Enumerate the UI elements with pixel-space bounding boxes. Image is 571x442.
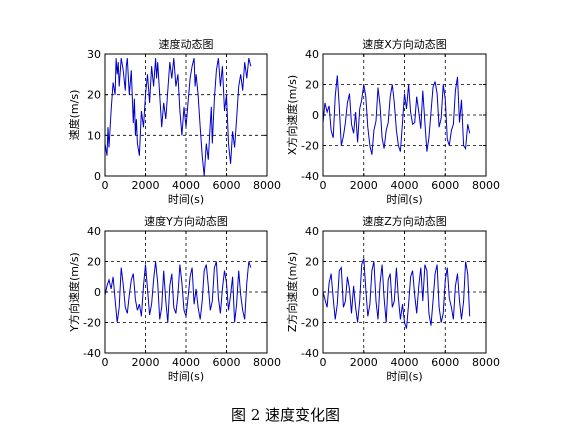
x-tick-label: 0 [320, 356, 327, 369]
y-axis-label: Z方向速度(m/s) [285, 252, 299, 332]
y-tick-label: 0 [312, 109, 319, 122]
y-tick-label: 20 [87, 89, 101, 102]
y-tick-label: 20 [305, 79, 319, 92]
x-axis-label: 时间(s) [386, 193, 422, 206]
y-tick-label: 40 [87, 225, 101, 238]
x-tick-label: 4000 [391, 179, 419, 192]
x-axis-label: 时间(s) [168, 193, 204, 206]
y-tick-label: -40 [83, 347, 101, 360]
x-tick-label: 2000 [350, 179, 378, 192]
y-tick-label: 30 [87, 48, 101, 61]
y-tick-label: 0 [94, 170, 101, 183]
y-tick-label: 40 [305, 48, 319, 61]
x-tick-label: 6000 [431, 356, 459, 369]
chart-title: 速度Z方向动态图 [362, 214, 447, 228]
y-axis-label: 速度(m/s) [67, 90, 81, 141]
x-tick-label: 8000 [472, 356, 500, 369]
series-line-1 [104, 57, 252, 177]
y-tick-label: -20 [83, 317, 101, 330]
x-tick-label: 6000 [213, 356, 241, 369]
chart-panel-4: 0 2000 4000 6000 8000 -40 -20 0 20 40 速度Z方向动态图时间(s… [285, 214, 500, 383]
y-tick-label: -20 [301, 317, 319, 330]
x-tick-label: 2000 [132, 179, 160, 192]
y-tick-label: -40 [301, 347, 319, 360]
y-tick-label: 20 [305, 256, 319, 269]
y-tick-label: 40 [305, 225, 319, 238]
chart-title: 速度Y方向动态图 [144, 214, 228, 228]
x-tick-label: 8000 [472, 179, 500, 192]
chart-panel-2: 0 2000 4000 6000 8000 -40 -20 0 20 40 速度X方向动态图时间(s… [285, 37, 500, 206]
y-axis-label: X方向速度(m/s) [285, 75, 299, 155]
x-tick-label: 4000 [391, 356, 419, 369]
series-line-1 [322, 258, 471, 329]
x-tick-label: 0 [320, 179, 327, 192]
y-tick-label: 0 [312, 286, 319, 299]
x-tick-label: 6000 [213, 179, 241, 192]
x-axis-label: 时间(s) [168, 370, 204, 383]
figure-caption: 图 2 速度变化图 [230, 406, 341, 424]
y-tick-label: 10 [87, 129, 101, 142]
chart-title: 速度动态图 [159, 37, 214, 51]
chart-panel-3: 0 2000 4000 6000 8000 -40 -20 0 20 40 速度Y方向动态图时间(s… [67, 214, 281, 383]
x-axis-label: 时间(s) [386, 370, 422, 383]
y-axis-label: Y方向速度(m/s) [67, 252, 81, 332]
series-line-1 [322, 75, 471, 155]
x-tick-label: 8000 [253, 179, 281, 192]
x-tick-label: 2000 [350, 356, 378, 369]
chart-title: 速度X方向动态图 [362, 37, 447, 51]
series-line-1 [104, 261, 252, 323]
y-tick-label: -40 [301, 170, 319, 183]
x-tick-label: 6000 [431, 179, 459, 192]
x-tick-label: 4000 [172, 356, 200, 369]
y-tick-label: 20 [87, 256, 101, 269]
x-tick-label: 0 [102, 356, 109, 369]
x-tick-label: 4000 [172, 179, 200, 192]
y-tick-label: 0 [94, 286, 101, 299]
x-tick-label: 0 [102, 179, 109, 192]
y-tick-label: -20 [301, 140, 319, 153]
x-tick-label: 2000 [132, 356, 160, 369]
x-tick-label: 8000 [253, 356, 281, 369]
